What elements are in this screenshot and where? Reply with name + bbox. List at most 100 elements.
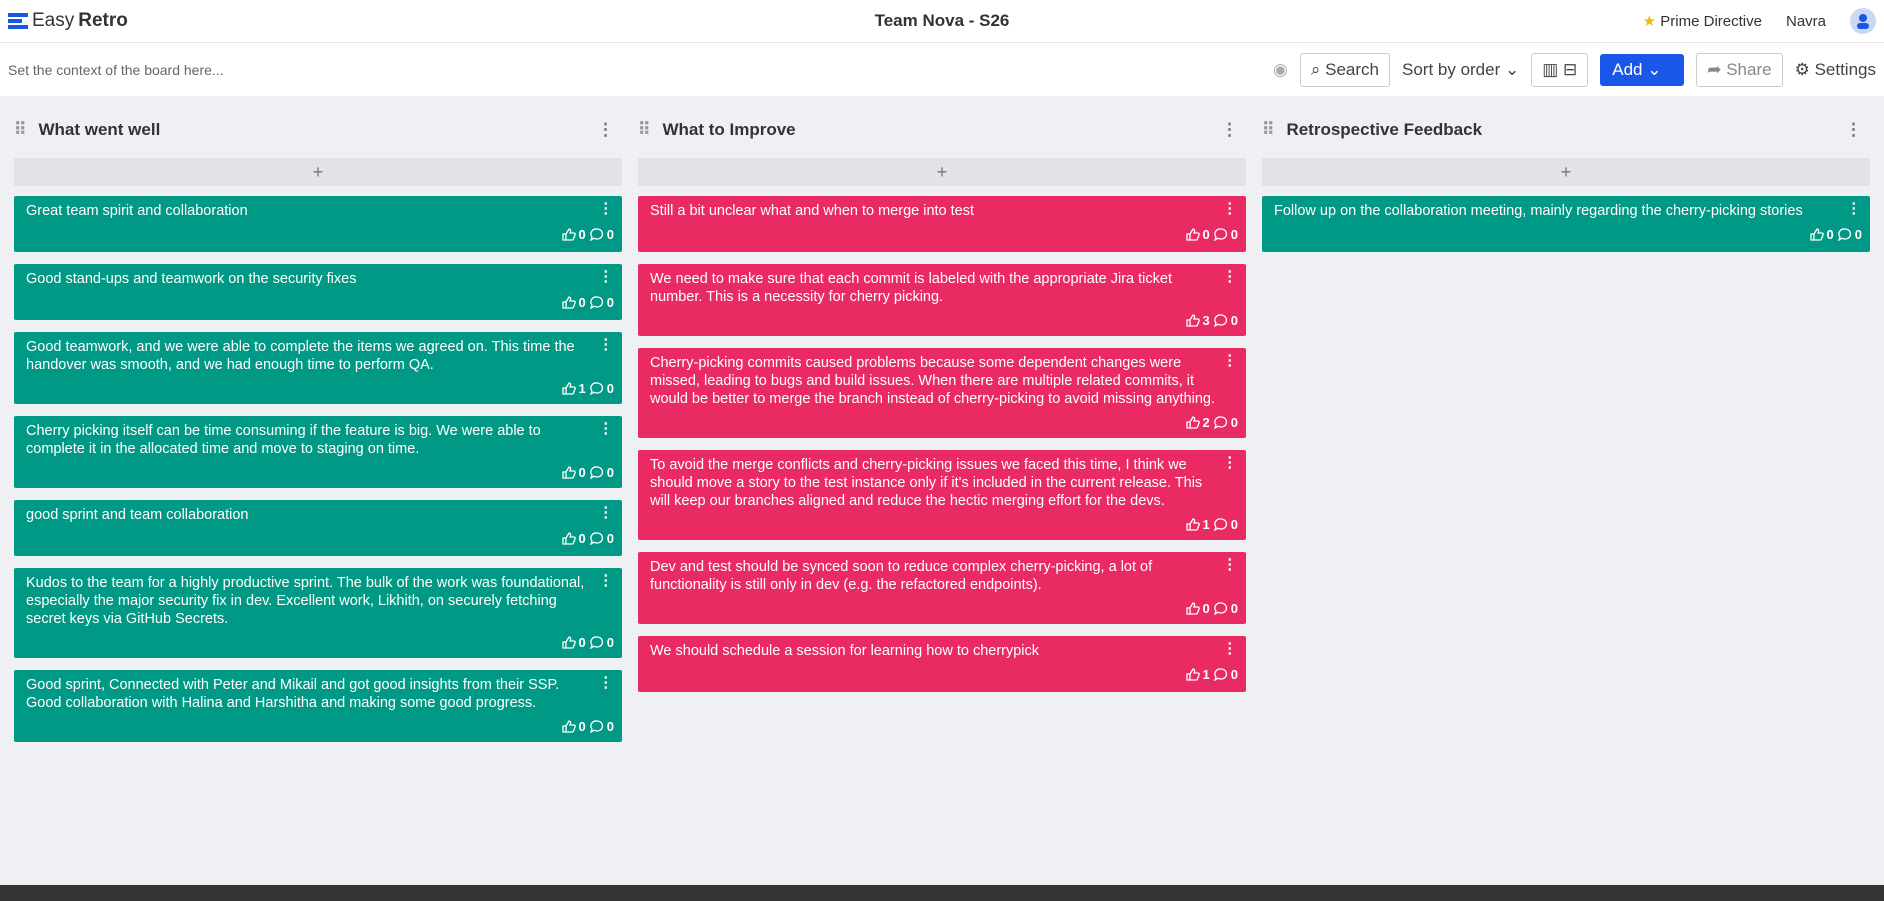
like-icon[interactable] [561, 635, 576, 650]
comment-icon[interactable] [1213, 667, 1228, 682]
like-icon[interactable] [561, 381, 576, 396]
card-menu[interactable]: ⋮ [598, 269, 614, 285]
like-count: 2 [1202, 415, 1210, 430]
card-menu[interactable]: ⋮ [598, 337, 614, 353]
comment-count: 0 [606, 465, 614, 480]
comment-icon[interactable] [1213, 517, 1228, 532]
card[interactable]: Good sprint, Connected with Peter and Mi… [14, 670, 622, 742]
card[interactable]: We should schedule a session for learnin… [638, 636, 1246, 692]
like-icon[interactable] [561, 531, 576, 546]
like-icon[interactable] [561, 719, 576, 734]
card-menu[interactable]: ⋮ [1222, 201, 1238, 217]
comment-icon[interactable] [1213, 313, 1228, 328]
card[interactable]: Still a bit unclear what and when to mer… [638, 196, 1246, 252]
like-icon[interactable] [1185, 415, 1200, 430]
like-count: 0 [578, 465, 586, 480]
column-header: ⠿ Retrospective Feedback ⋮ [1262, 110, 1870, 150]
card-menu[interactable]: ⋮ [1846, 201, 1862, 217]
comment-icon[interactable] [589, 635, 604, 650]
comment-count: 0 [606, 295, 614, 310]
eye-icon[interactable]: ◉ [1273, 59, 1288, 79]
card[interactable]: good sprint and team collaboration ⋮ 0 0 [14, 500, 622, 556]
comment-icon[interactable] [589, 465, 604, 480]
logo[interactable]: Easy Retro [8, 10, 128, 32]
card[interactable]: Cherry picking itself can be time consum… [14, 416, 622, 488]
settings[interactable]: ⚙ Settings [1794, 59, 1876, 79]
drag-handle[interactable]: ⠿ [14, 120, 27, 139]
card-menu[interactable]: ⋮ [1222, 557, 1238, 573]
card[interactable]: We need to make sure that each commit is… [638, 264, 1246, 336]
add-button[interactable]: Add ⌄ [1600, 53, 1685, 86]
card[interactable]: Follow up on the collaboration meeting, … [1262, 196, 1870, 252]
card-menu[interactable]: ⋮ [598, 505, 614, 521]
comment-count: 0 [1854, 227, 1862, 242]
card-text: Great team spirit and collaboration [26, 203, 248, 219]
card-menu[interactable]: ⋮ [1222, 641, 1238, 657]
card-menu[interactable]: ⋮ [598, 421, 614, 437]
card-text: Good sprint, Connected with Peter and Mi… [26, 677, 560, 711]
comment-icon[interactable] [589, 381, 604, 396]
share-button[interactable]: ➦ Share [1696, 52, 1783, 87]
card-menu[interactable]: ⋮ [1222, 455, 1238, 471]
card[interactable]: Dev and test should be synced soon to re… [638, 552, 1246, 624]
like-icon[interactable] [561, 295, 576, 310]
comment-count: 0 [606, 227, 614, 242]
like-count: 1 [1202, 667, 1210, 682]
add-card-button[interactable]: + [1262, 158, 1870, 186]
drag-handle[interactable]: ⠿ [638, 120, 651, 139]
user-name[interactable]: Navra [1785, 12, 1826, 30]
sort[interactable]: Sort by order ⌄ [1401, 59, 1520, 79]
like-icon[interactable] [1185, 517, 1200, 532]
card[interactable]: Good teamwork, and we were able to compl… [14, 332, 622, 404]
like-icon[interactable] [1185, 601, 1200, 616]
card-text: good sprint and team collaboration [26, 507, 249, 523]
like-icon[interactable] [1809, 227, 1824, 242]
card[interactable]: Cherry-picking commits caused problems b… [638, 348, 1246, 438]
context-input[interactable]: Set the context of the board here... [8, 61, 224, 78]
like-icon[interactable] [561, 227, 576, 242]
like-icon[interactable] [1185, 227, 1200, 242]
drag-handle[interactable]: ⠿ [1262, 120, 1275, 139]
add-card-button[interactable]: + [14, 158, 622, 186]
card-menu[interactable]: ⋮ [598, 573, 614, 589]
comment-icon[interactable] [1213, 415, 1228, 430]
avatar[interactable] [1850, 8, 1876, 34]
like-icon[interactable] [561, 465, 576, 480]
like-count: 0 [1826, 227, 1834, 242]
card[interactable]: Kudos to the team for a highly productiv… [14, 568, 622, 658]
comment-count: 0 [606, 381, 614, 396]
prime-directive[interactable]: ★ Prime Directive [1642, 13, 1762, 30]
column-menu[interactable]: ⋮ [597, 120, 614, 139]
column-menu[interactable]: ⋮ [1221, 120, 1238, 139]
card-menu[interactable]: ⋮ [1222, 353, 1238, 369]
comment-icon[interactable] [589, 531, 604, 546]
card-menu[interactable]: ⋮ [1222, 269, 1238, 285]
comment-icon[interactable] [1213, 601, 1228, 616]
column-menu[interactable]: ⋮ [1845, 120, 1862, 139]
comment-icon[interactable] [589, 719, 604, 734]
comment-icon[interactable] [589, 227, 604, 242]
card[interactable]: Great team spirit and collaboration ⋮ 0 0 [14, 196, 622, 252]
column-title: Retrospective Feedback [1286, 120, 1483, 139]
card[interactable]: Good stand-ups and teamwork on the secur… [14, 264, 622, 320]
like-icon[interactable] [1185, 667, 1200, 682]
add-card-button[interactable]: + [638, 158, 1246, 186]
card-menu[interactable]: ⋮ [598, 201, 614, 217]
comment-icon[interactable] [589, 295, 604, 310]
comment-icon[interactable] [1213, 227, 1228, 242]
layout-toggle[interactable]: ▥ ⊟ [1531, 52, 1589, 87]
board-title: Team Nova - S26 [874, 11, 1010, 30]
like-icon[interactable] [1185, 313, 1200, 328]
card[interactable]: To avoid the merge conflicts and cherry-… [638, 450, 1246, 540]
search[interactable]: ⌕ Search [1299, 52, 1390, 87]
like-count: 0 [578, 531, 586, 546]
comment-icon[interactable] [1837, 227, 1852, 242]
card-menu[interactable]: ⋮ [598, 675, 614, 691]
search-label: Search [1325, 59, 1379, 79]
